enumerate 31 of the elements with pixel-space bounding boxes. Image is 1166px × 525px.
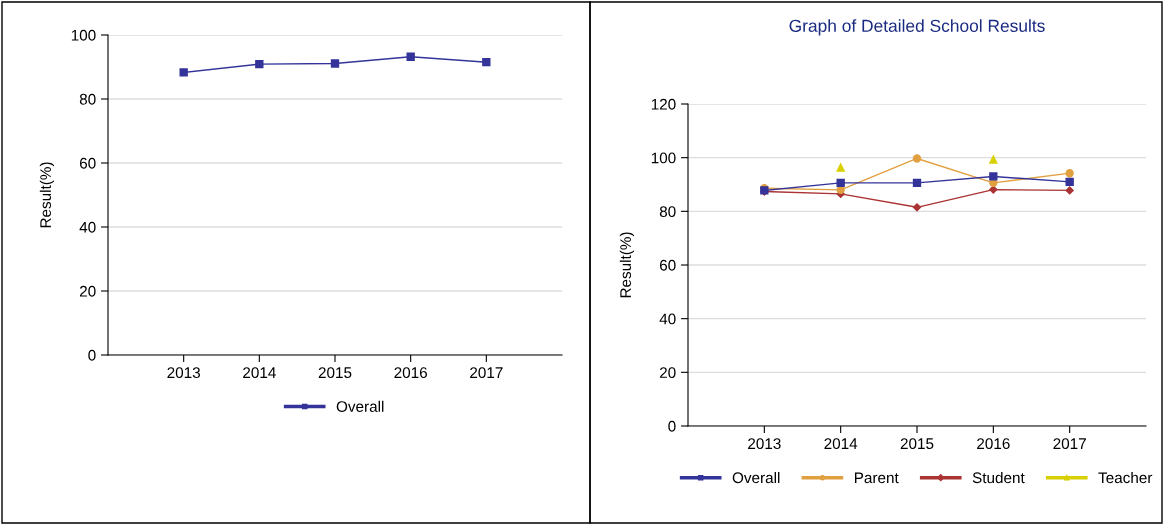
y-tick-label: 0 [88,349,96,361]
x-tick-label: 2014 [824,438,858,450]
chart-title: Graph of Detailed School Results [789,19,1045,36]
y-tick-label: 40 [659,313,676,325]
y-tick-label: 100 [651,152,676,164]
legend-label: Parent [854,472,899,484]
y-tick-label: 0 [668,420,676,432]
y-tick-label: 40 [79,221,96,233]
x-tick-label: 2016 [394,367,427,379]
y-axis-title: Result(%) [39,162,55,228]
x-tick-label: 2016 [977,438,1010,450]
x-tick-label: 2017 [470,367,503,379]
x-tick-label: 2015 [318,367,352,379]
legend-label: Overall [336,400,384,412]
legend-label: Overall [732,471,780,484]
y-tick-label: 20 [79,285,96,297]
x-tick-label: 2013 [167,367,200,379]
y-tick-label: 20 [659,367,676,379]
x-tick-label: 2014 [243,367,276,379]
y-tick-label: 100 [71,29,96,41]
y-tick-label: 80 [79,93,96,105]
legend-label: Student [972,471,1025,484]
x-tick-label: 2015 [900,438,934,450]
y-tick-label: 120 [651,98,676,110]
x-tick-label: 2013 [748,438,781,450]
x-tick-label: 2017 [1053,438,1086,450]
y-tick-label: 60 [659,259,676,271]
legend-label: Teacher [1098,471,1153,484]
y-tick-label: 80 [659,206,676,218]
y-axis-title: Result(%) [619,232,635,298]
y-tick-label: 60 [79,157,96,169]
